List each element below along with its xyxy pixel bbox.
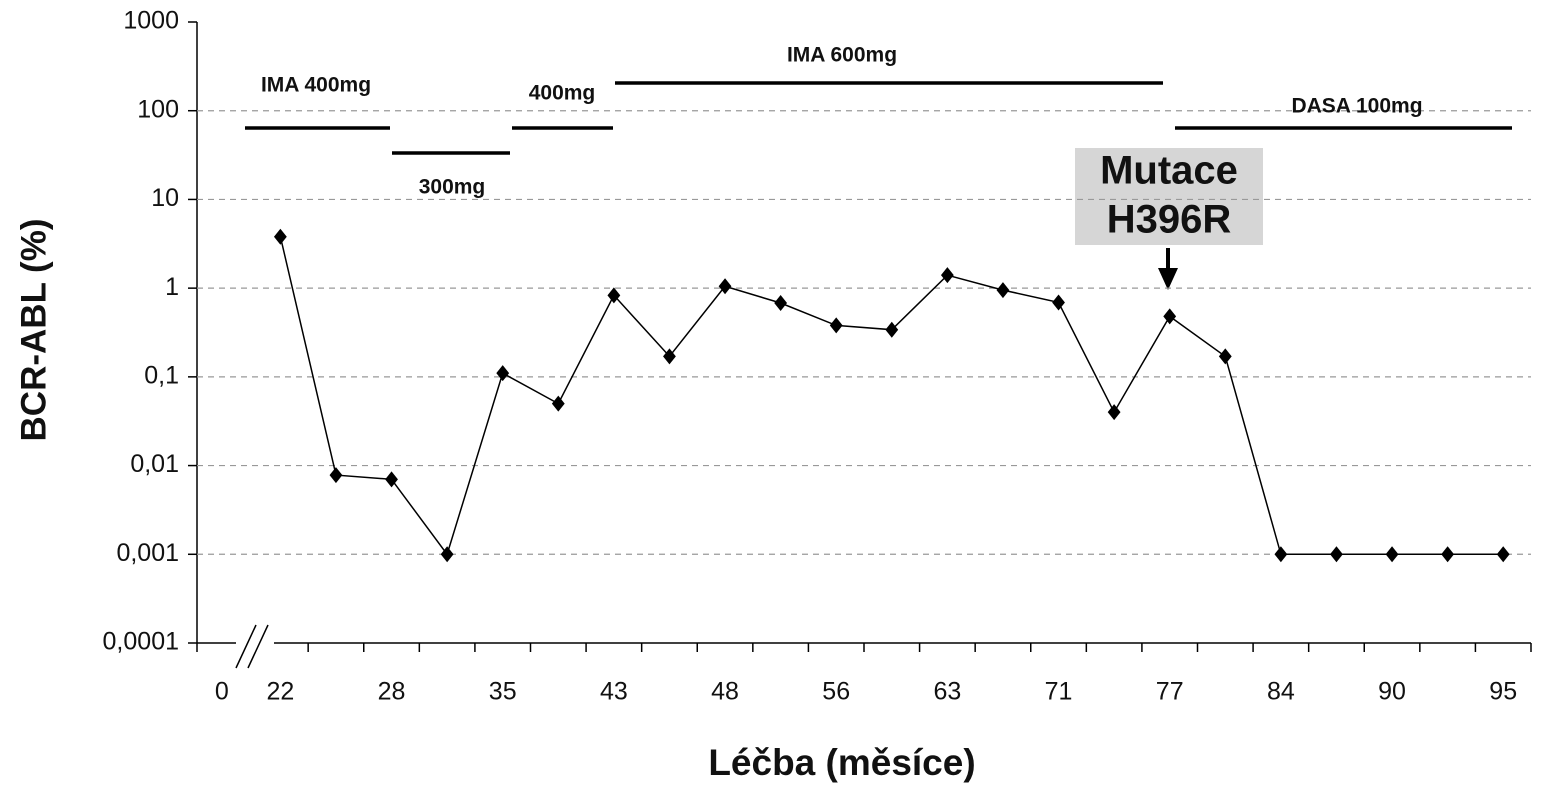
x-tick-label: 90	[1378, 678, 1406, 706]
data-point	[607, 287, 621, 304]
treatment-label: 300mg	[419, 176, 486, 199]
data-point	[385, 471, 398, 488]
x-tick-label: 95	[1489, 678, 1517, 706]
data-point	[551, 395, 565, 412]
data-point	[1107, 404, 1121, 421]
treatment-label: 400mg	[529, 82, 596, 105]
callout-text: H396R	[1107, 198, 1232, 242]
x-tick-label: 77	[1156, 678, 1184, 706]
data-point	[1218, 348, 1232, 365]
data-point	[1330, 546, 1343, 563]
axis-break	[247, 624, 269, 669]
data-point	[1385, 546, 1399, 563]
y-tick-label: 1	[165, 273, 179, 301]
x-tick-label: 0	[215, 678, 229, 706]
callout-box	[1075, 148, 1263, 245]
data-point	[1052, 294, 1065, 311]
data-point	[440, 546, 454, 563]
y-tick-label: 0,01	[130, 450, 179, 478]
axis-break	[235, 624, 257, 669]
y-tick-label: 10	[151, 184, 179, 212]
x-tick-label: 56	[822, 678, 850, 706]
data-point	[774, 295, 788, 312]
callout-arrow-head	[1158, 268, 1178, 290]
treatment-label: IMA 600mg	[787, 44, 897, 67]
x-tick-label: 48	[711, 678, 739, 706]
data-point	[885, 321, 899, 338]
y-axis-title: BCR-ABL (%)	[14, 219, 53, 442]
data-point	[1496, 546, 1510, 563]
y-tick-label: 100	[137, 95, 179, 123]
data-point	[1274, 546, 1288, 563]
y-tick-label: 0,0001	[103, 628, 179, 656]
x-tick-label: 63	[933, 678, 961, 706]
y-tick-label: 1000	[123, 7, 179, 35]
x-tick-label: 43	[600, 678, 628, 706]
data-point	[1441, 546, 1455, 563]
y-tick-label: 0,001	[116, 539, 179, 567]
x-tick-label: 22	[266, 678, 294, 706]
axis-break-gap	[236, 625, 274, 665]
data-point	[663, 348, 676, 365]
data-point	[329, 467, 343, 484]
treatment-label: DASA 100mg	[1291, 95, 1422, 118]
data-point	[940, 267, 954, 284]
x-tick-label: 71	[1045, 678, 1073, 706]
data-point	[718, 278, 732, 295]
x-tick-label: 35	[489, 678, 517, 706]
x-axis-title: Léčba (měsíce)	[708, 742, 975, 783]
treatment-label: IMA 400mg	[261, 74, 371, 97]
callout-text: Mutace	[1100, 149, 1238, 193]
x-tick-label: 84	[1267, 678, 1295, 706]
data-point	[1163, 308, 1177, 325]
data-point	[996, 282, 1010, 299]
x-tick-label: 28	[378, 678, 406, 706]
y-tick-label: 0,1	[144, 361, 179, 389]
data-point	[496, 365, 510, 382]
data-line	[279, 236, 1504, 556]
data-point	[829, 317, 843, 334]
data-point	[273, 228, 287, 245]
